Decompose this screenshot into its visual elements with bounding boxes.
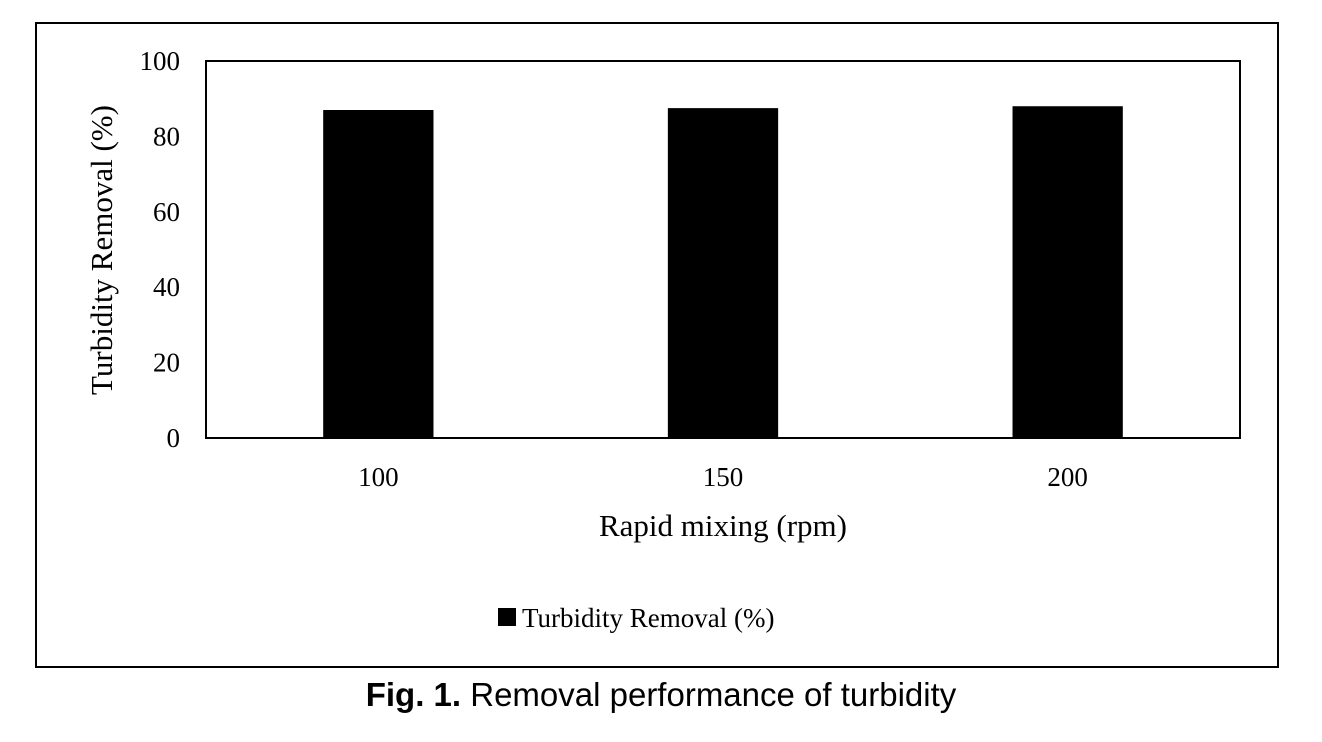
bar [323,110,434,438]
caption-text: Removal performance of turbidity [461,676,957,713]
x-axis: 100 150 200 [358,462,1088,492]
figure-frame [35,22,1279,668]
x-tick-label: 100 [358,462,399,492]
y-tick-label: 60 [153,197,180,227]
bar-series [323,106,1123,439]
y-tick-label: 100 [140,46,181,76]
x-tick-label: 150 [703,462,744,492]
legend-swatch [498,608,516,626]
bar [1012,106,1123,439]
y-axis: 0 20 40 60 80 100 [140,46,181,453]
y-tick-label: 20 [153,348,180,378]
figure-caption: Fig. 1. Removal performance of turbidity [0,676,1322,714]
x-axis-title: Rapid mixing (rpm) [599,508,847,543]
y-axis-title: Turbidity Removal (%) [84,105,119,395]
x-tick-label: 200 [1047,462,1088,492]
y-tick-label: 0 [167,423,181,453]
y-tick-label: 80 [153,121,180,151]
caption-label: Fig. 1. [365,676,462,713]
y-tick-label: 40 [153,272,180,302]
legend: Turbidity Removal (%) [498,603,775,633]
bar [667,108,779,438]
legend-label: Turbidity Removal (%) [522,603,775,633]
